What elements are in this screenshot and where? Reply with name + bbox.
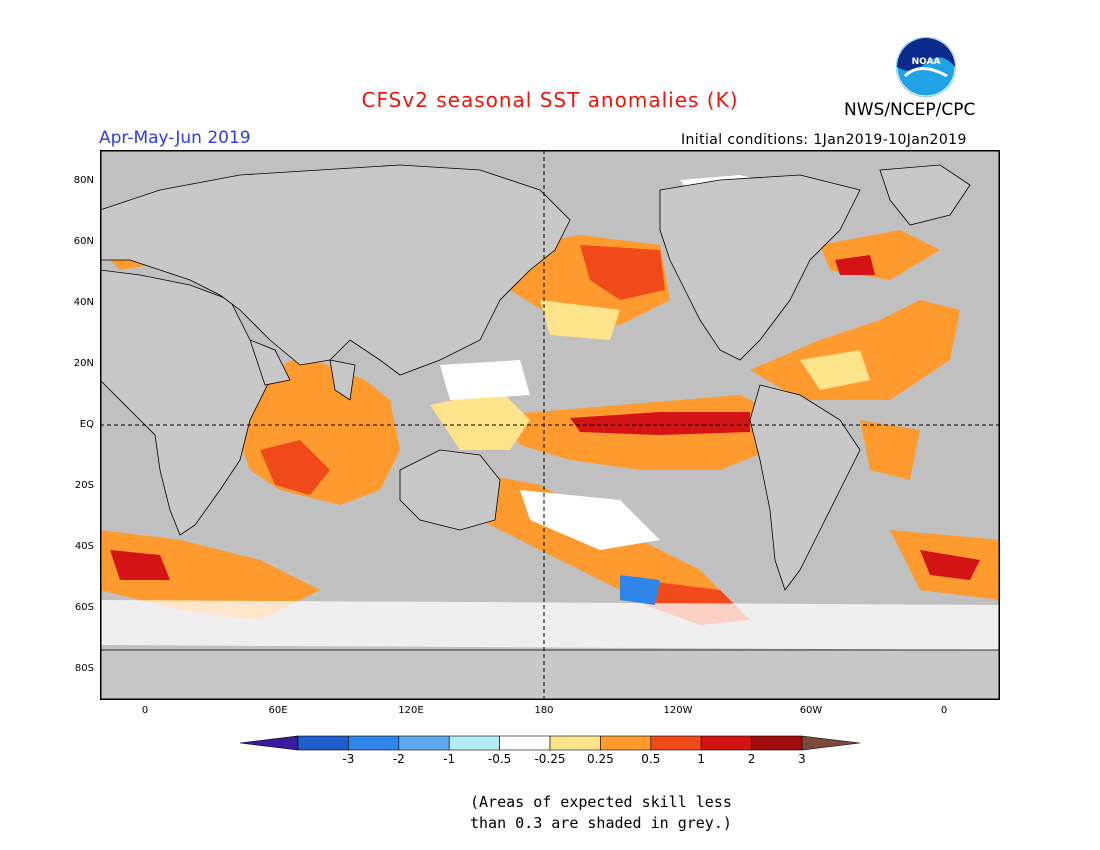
lat-label: 40N [73,297,94,308]
lon-label: 60W [799,705,823,716]
skill-note-line-1: (Areas of expected skill less [470,793,732,811]
colorbar-swatch [348,735,400,751]
colorbar-swatch [549,735,601,751]
colorbar-max-arrow [801,735,861,751]
colorbar-tick-label: 0.25 [587,752,614,766]
lon-label: 120W [663,705,693,716]
colorbar-swatch [448,735,500,751]
org-label: NWS/NCEP/CPC [844,100,976,120]
colorbar-swatch [700,735,752,751]
colorbar-swatch [297,735,349,751]
lat-label: 80N [73,175,94,186]
colorbar-tick-label: -0.5 [487,752,512,766]
colorbar-tick-label: 2 [747,752,756,766]
colorbar-tick-label: 0.5 [641,752,661,766]
lat-label: 40S [74,541,94,552]
colorbar-swatch [650,735,702,751]
skill-note-line-2: than 0.3 are shaded in grey.) [470,814,732,832]
forecast-period: Apr-May-Jun 2019 [99,128,251,148]
noaa-logo: NOAA [895,36,957,98]
lat-label: 20S [74,480,94,491]
lon-label: 0 [940,705,948,716]
lon-label: 120E [398,705,424,716]
map-canvas [100,150,1000,700]
colorbar-swatch [600,735,652,751]
colorbar-swatch [398,735,450,751]
map-frame [100,150,1000,700]
colorbar-tick-label: -3 [342,752,355,766]
lat-label: 60S [74,602,94,613]
colorbar [239,733,862,773]
sst-anomaly-map [100,150,1000,700]
colorbar-tick-label: -2 [392,752,405,766]
colorbar-min-arrow [239,735,299,751]
lon-label: 0 [141,705,149,716]
initial-conditions: Initial conditions: 1Jan2019-10Jan2019 [681,132,967,148]
colorbar-tick-label: 3 [798,752,806,766]
colorbar-swatch [499,735,551,751]
lat-label: EQ [79,419,94,430]
lat-label: 20N [73,358,94,369]
land-masses [100,164,1000,700]
noaa-logo-text: NOAA [912,57,941,67]
lat-label: 60N [73,236,94,247]
skill-note: (Areas of expected skill less than 0.3 a… [470,792,732,834]
colorbar-tick-label: -1 [443,752,456,766]
colorbar-tick-label: -0.25 [534,752,566,766]
lon-label: 60E [268,705,288,716]
colorbar-swatch [751,735,803,751]
lon-label: 180 [534,705,554,716]
colorbar-svg [239,735,861,751]
colorbar-tick-label: 1 [697,752,705,766]
chart-title: CFSv2 seasonal SST anomalies (K) [361,88,739,112]
anomaly-patches [100,175,1000,650]
lat-label: 80S [74,663,94,674]
